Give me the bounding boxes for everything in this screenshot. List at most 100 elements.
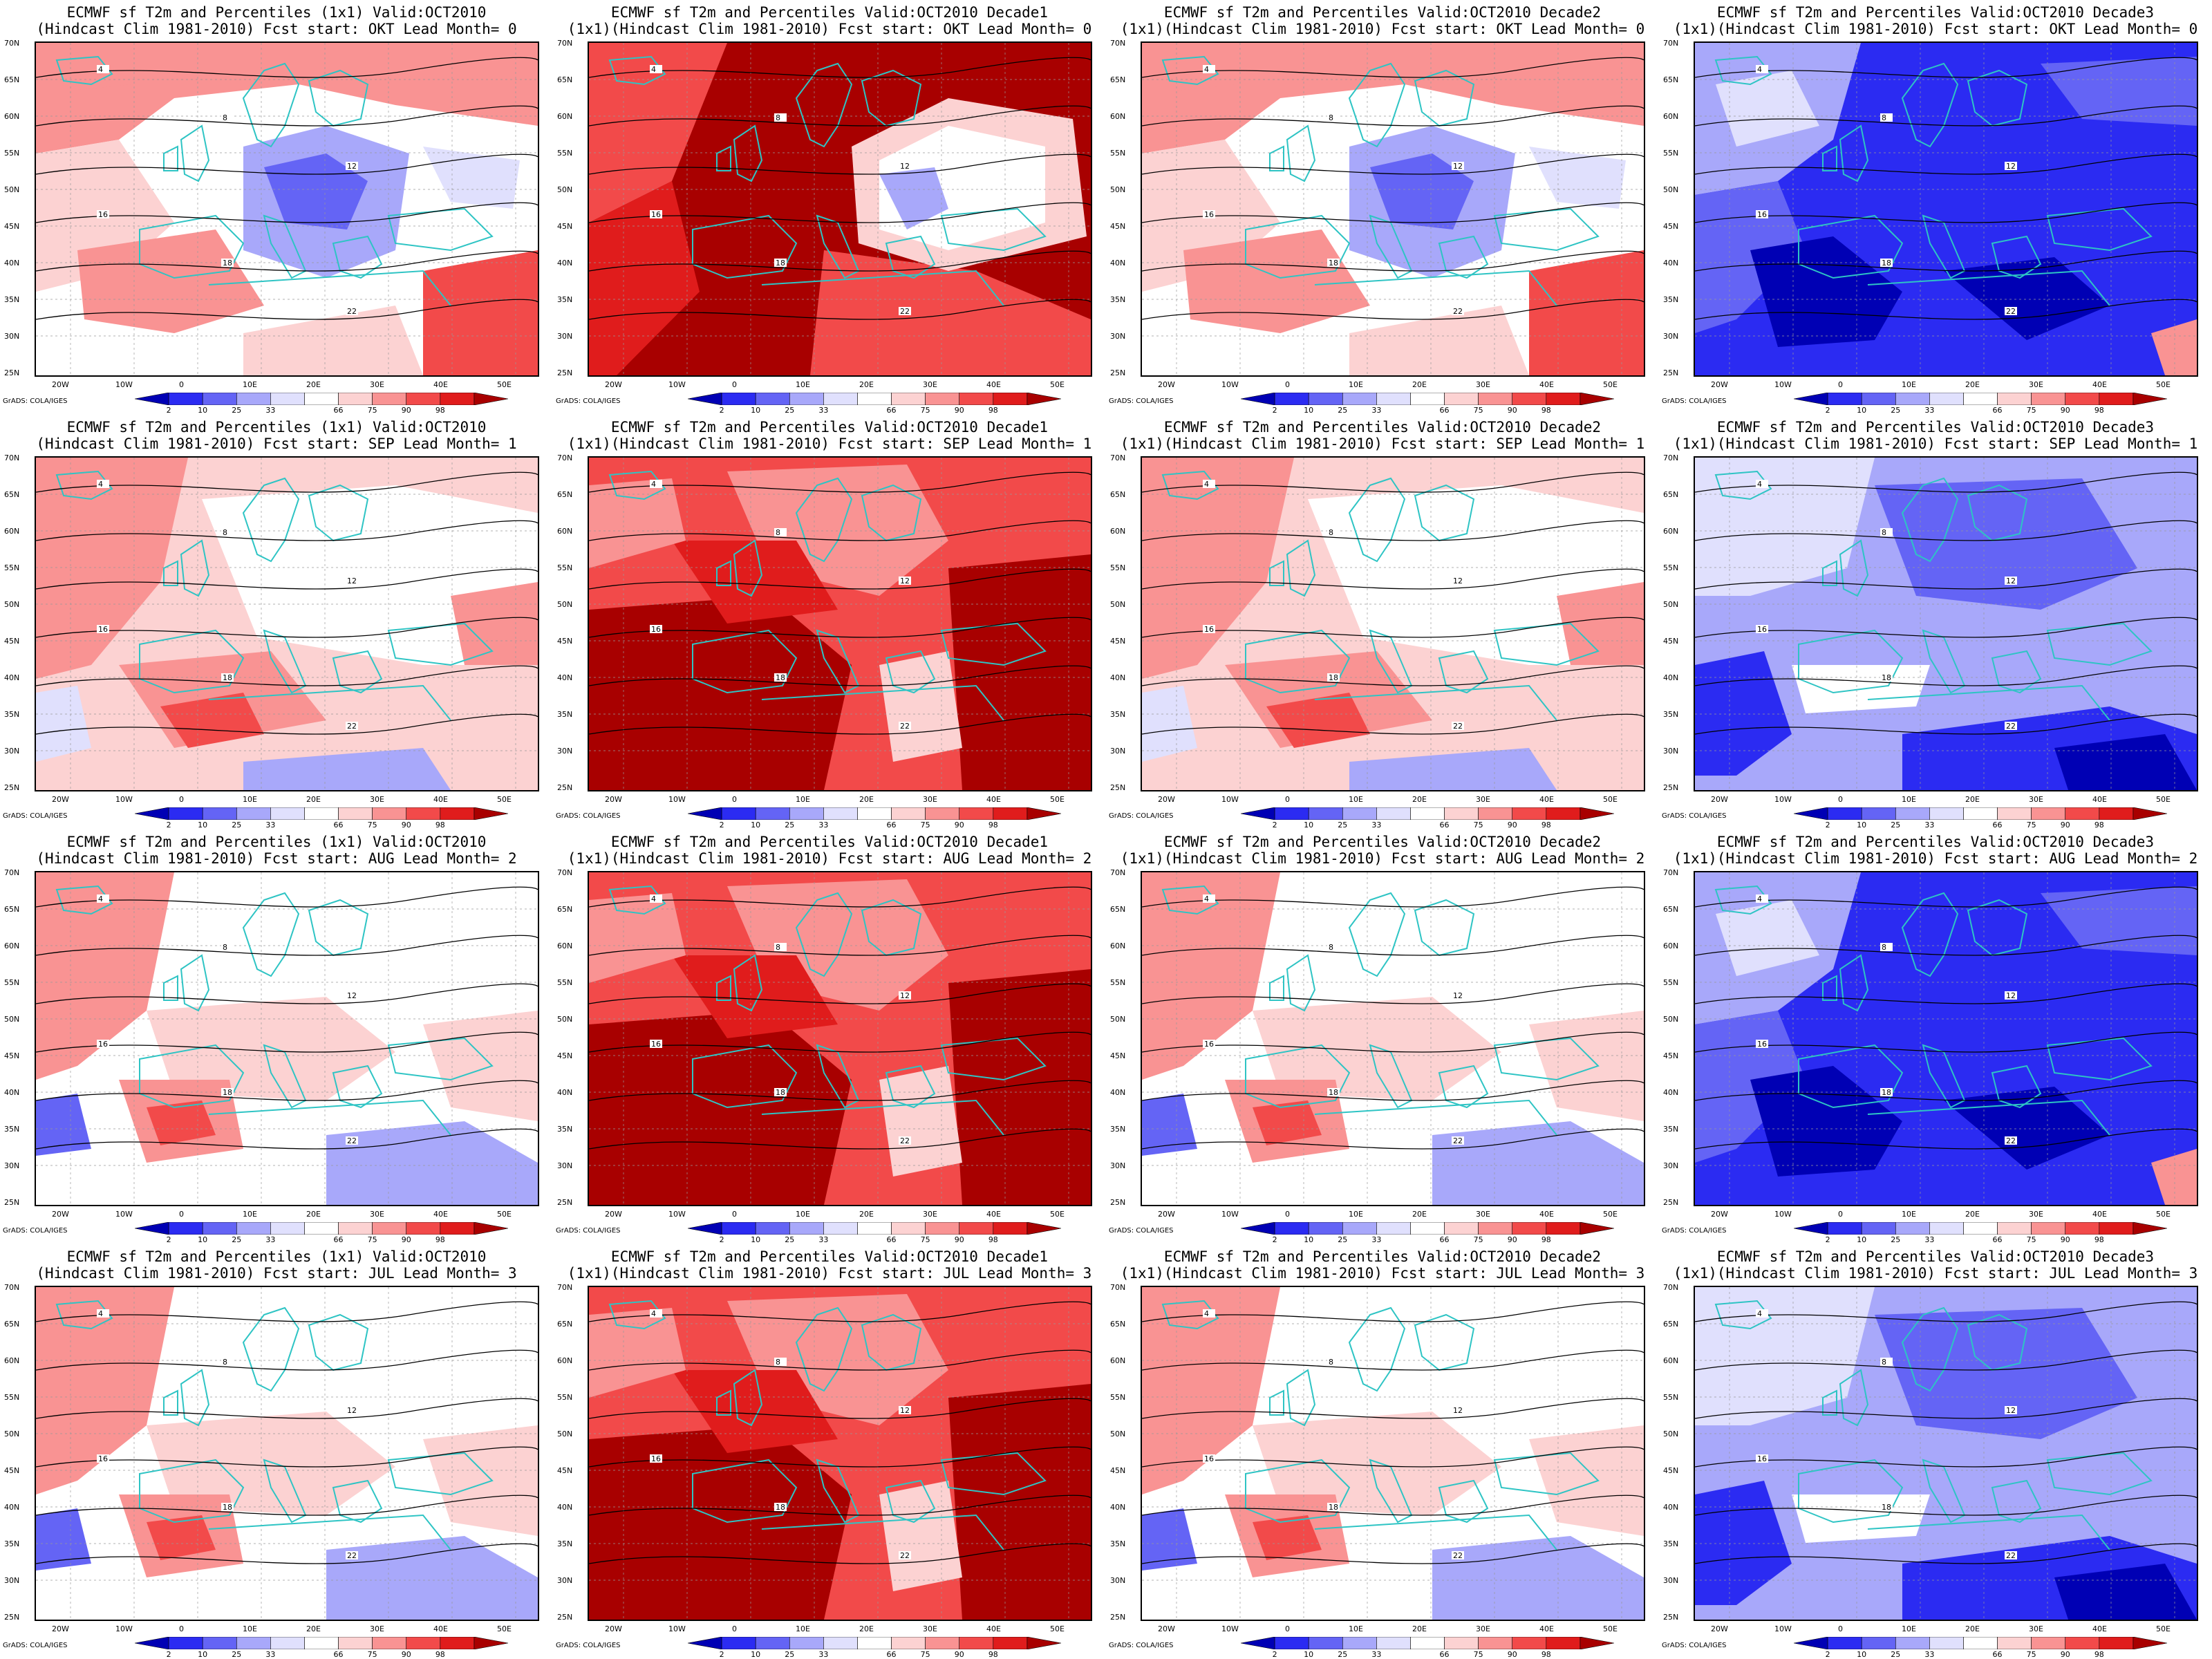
colorbar-label: 75 [2026, 1650, 2036, 1659]
colorbar-label: 2 [719, 1650, 724, 1659]
colorbar-swatch [168, 807, 203, 820]
colorbar-label: 66 [333, 821, 344, 830]
lon-tick-label: 20W [1158, 1210, 1175, 1219]
isotherm [1142, 617, 1644, 638]
colorbar-swatch [168, 1222, 203, 1235]
isotherm-label-bg [650, 480, 662, 488]
map-area: 4 8 12 16 18 22 [1141, 871, 1645, 1206]
lat-tick-label: 30N [1110, 747, 1126, 756]
percentile-shading [1142, 1094, 1197, 1156]
colorbar-swatch [1444, 393, 1479, 405]
colorbar-swatch [857, 1637, 892, 1649]
panel-title: ECMWF sf T2m and Percentiles Valid:OCT20… [610, 419, 1049, 435]
lat-tick-label: 55N [1663, 149, 1679, 158]
lat-tick-label: 30N [4, 332, 20, 341]
map-area: 4 8 12 16 18 22 [1694, 1286, 2198, 1621]
lon-tick-label: 10W [1221, 1210, 1239, 1219]
colorbar-swatch [789, 393, 824, 405]
panel-title: ECMWF sf T2m and Percentiles Valid:OCT20… [610, 834, 1049, 850]
colorbar-swatch [1827, 1222, 1862, 1235]
isotherm [589, 617, 1091, 638]
isotherm-label: 12 [347, 991, 357, 1000]
isotherm [36, 57, 538, 78]
isotherm [1695, 57, 2197, 78]
isotherm-label: 12 [347, 162, 357, 171]
colorbar-swatch [993, 807, 1028, 820]
colorbar [1241, 393, 1614, 405]
lon-tick-label: 10E [1349, 1210, 1363, 1219]
isotherm-label-bg [1327, 1088, 1340, 1096]
isotherm-label-bg [2005, 1551, 2017, 1559]
coastline [55, 885, 113, 915]
panel-subtitle: (Hindcast Clim 1981-2010) Fcst start: SE… [36, 435, 517, 452]
lat-tick-label: 55N [1110, 1393, 1126, 1402]
panel-subtitle: (1x1)(Hindcast Clim 1981-2010) Fcst star… [567, 850, 1092, 867]
colorbar-swatch [1895, 807, 1930, 820]
isotherm [1695, 105, 2197, 126]
colorbar-swatch [406, 1637, 441, 1649]
isotherm-label: 18 [1329, 1088, 1338, 1097]
lon-tick-label: 20E [859, 1624, 874, 1633]
percentile-shading [326, 1121, 538, 1205]
lat-tick-label: 55N [557, 1393, 573, 1402]
grads-credit: GrADS: COLA/IGES [1109, 397, 1174, 405]
isotherm-label: 12 [1453, 162, 1463, 171]
colorbar-label: 25 [785, 406, 795, 415]
isotherm [36, 153, 538, 175]
coastline [1967, 899, 2028, 957]
isotherm-label: 16 [1204, 1454, 1214, 1463]
grads-credit: GrADS: COLA/IGES [1662, 1642, 1727, 1649]
coastline [885, 1479, 936, 1524]
colorbar-swatch [135, 393, 169, 405]
map-svg: 4 8 12 16 18 22 [1695, 458, 2197, 790]
colorbar-label: 25 [785, 1235, 795, 1244]
colorbar [1241, 1637, 1614, 1649]
coastline [1314, 684, 1557, 721]
colorbar-swatch [1794, 807, 1828, 820]
lat-tick-label: 25N [1663, 783, 1679, 792]
lat-tick-label: 70N [4, 1283, 20, 1292]
isotherm [1695, 153, 2197, 175]
lon-tick-label: 50E [497, 1210, 512, 1219]
colorbar-label: 25 [1338, 1235, 1348, 1244]
coastline [1161, 885, 1219, 915]
percentile-shading [2041, 886, 2197, 955]
isotherm [1142, 1446, 1644, 1468]
map-panel: ECMWF sf T2m and Percentiles Valid:OCT20… [553, 0, 1106, 415]
lat-tick-label: 35N [1110, 710, 1126, 719]
percentile-shading [202, 485, 538, 665]
coastline [885, 1065, 936, 1109]
lat-tick-label: 25N [4, 1198, 20, 1207]
isotherm-label-bg [1756, 1309, 1768, 1318]
isotherm-label: 12 [347, 1406, 357, 1415]
colorbar-label: 66 [333, 1235, 344, 1244]
isotherm-label-bg [1327, 1358, 1340, 1366]
isotherm-label: 16 [1757, 1454, 1767, 1463]
map-area: 4 8 12 16 18 22 [1694, 456, 2198, 791]
colorbar-label: 90 [2060, 406, 2070, 415]
isotherm-label-bg [1452, 307, 1464, 315]
isotherm [36, 886, 538, 908]
lat-tick-label: 40N [557, 1088, 573, 1097]
colorbar [1794, 1222, 2167, 1235]
percentile-shading [672, 1370, 838, 1453]
map-area: 4 8 12 16 18 22 [35, 871, 539, 1206]
colorbar-swatch [891, 1222, 926, 1235]
percentile-shading [1875, 478, 2137, 610]
percentile-shading [1142, 1508, 1197, 1571]
colorbar-label: 98 [1541, 1235, 1551, 1244]
coastline [387, 1037, 494, 1081]
lon-tick-label: 40E [433, 1210, 448, 1219]
map-panel: ECMWF sf T2m and Percentiles (1x1) Valid… [0, 1244, 553, 1659]
isotherm-label: 22 [900, 307, 910, 316]
lon-tick-label: 20E [306, 1210, 321, 1219]
isotherm-label: 22 [347, 1551, 357, 1560]
lon-tick-label: 10E [1349, 795, 1363, 804]
lon-tick-label: 10E [796, 1624, 810, 1633]
colorbar-swatch [823, 807, 858, 820]
lat-tick-label: 40N [1663, 1503, 1679, 1512]
colorbar-label: 10 [1857, 1235, 1867, 1244]
colorbar-swatch [338, 393, 373, 405]
colorbar-label: 66 [333, 406, 344, 415]
isotherm-label: 8 [1329, 1358, 1333, 1367]
